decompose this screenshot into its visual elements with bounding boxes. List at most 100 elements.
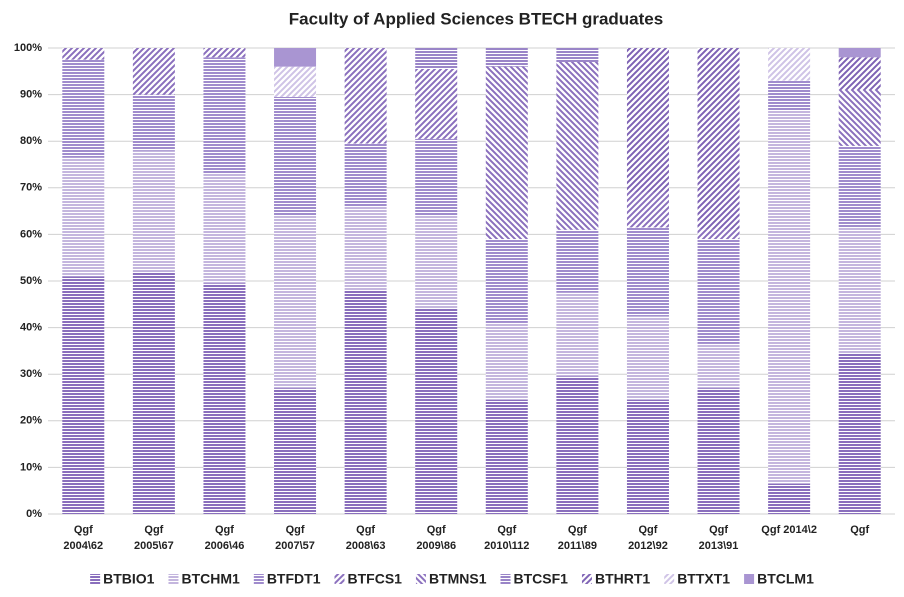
bar-segment xyxy=(838,145,881,228)
x-tick-label: Qgf 2014\2 xyxy=(761,524,817,536)
bar-segment xyxy=(485,239,528,323)
bar-segment xyxy=(697,48,740,230)
bar-segment xyxy=(697,388,740,514)
bar-segment xyxy=(415,68,458,139)
x-tick-label: Qgf xyxy=(638,524,657,536)
legend-item: BTFCS1 xyxy=(334,571,402,587)
legend-label: BTCHM1 xyxy=(181,571,240,587)
legend-label: BTBIO1 xyxy=(103,571,155,587)
chart-title: Faculty of Applied Sciences BTECH gradua… xyxy=(289,9,663,28)
y-tick-label: 50% xyxy=(20,275,42,287)
bar-segment xyxy=(556,292,599,377)
x-tick-label: 2008\63 xyxy=(346,540,386,552)
y-tick-label: 70% xyxy=(20,182,42,194)
bar-segment xyxy=(415,215,458,309)
x-tick-label: Qgf xyxy=(215,524,234,536)
legend-item: BTCSF1 xyxy=(500,571,569,587)
legend-item: BTTXT1 xyxy=(664,571,730,587)
bar-segment xyxy=(556,61,599,230)
bar-segment xyxy=(274,48,317,67)
bar-segment xyxy=(768,80,811,111)
x-tick-label: Qgf xyxy=(144,524,163,536)
bar-segment xyxy=(485,399,528,514)
bar-segment xyxy=(203,48,246,58)
y-tick-label: 10% xyxy=(20,461,42,473)
y-tick-label: 20% xyxy=(20,415,42,427)
x-tick-label: 2004\62 xyxy=(63,540,103,552)
legend-item: BTBIO1 xyxy=(90,571,155,587)
bar-segment xyxy=(132,94,175,151)
legend-label: BTFCS1 xyxy=(347,571,402,587)
legend-swatch xyxy=(90,574,101,584)
y-tick-label: 40% xyxy=(20,322,42,334)
x-tick-label: 2012\92 xyxy=(628,540,668,552)
bar-segment xyxy=(344,206,387,291)
legend-swatch xyxy=(334,574,345,584)
bar-segment xyxy=(203,283,246,514)
bar-segment xyxy=(838,57,881,90)
bar-segment xyxy=(556,376,599,514)
legend-label: BTMNS1 xyxy=(429,571,487,587)
x-tick-label: 2010\112 xyxy=(484,540,529,552)
bar-segment xyxy=(697,229,740,240)
bar-segment xyxy=(556,229,599,293)
bar-segment xyxy=(132,48,175,95)
y-tick-label: 90% xyxy=(20,89,42,101)
bar-segment xyxy=(415,138,458,216)
legend-label: BTCLM1 xyxy=(757,571,814,587)
bar-segment xyxy=(132,150,175,272)
legend-item: BTCLM1 xyxy=(744,571,814,587)
legend-swatch xyxy=(744,574,755,584)
legend-item: BTCHM1 xyxy=(168,571,240,587)
bar-segment xyxy=(697,343,740,389)
x-tick-label: 2007\57 xyxy=(275,540,315,552)
bar-segment xyxy=(768,48,811,81)
legend-item: BTFDT1 xyxy=(253,571,321,587)
legend-swatch xyxy=(581,574,592,584)
bar-segment xyxy=(203,173,246,284)
x-tick-label: Qgf xyxy=(74,524,93,536)
legend-swatch xyxy=(253,574,264,584)
legend-label: BTHRT1 xyxy=(595,571,650,587)
legend-item: BTHRT1 xyxy=(581,571,650,587)
bar-segment xyxy=(626,192,669,228)
legend-swatch xyxy=(415,574,426,584)
legend-label: BTCSF1 xyxy=(514,571,569,587)
bar-segment xyxy=(838,353,881,514)
y-tick-label: 100% xyxy=(14,42,42,54)
legend: BTBIO1 BTCHM1 BTFDT1 BTFCS1 BTMNS1 BTCSF1 BTHR… xyxy=(90,571,814,587)
bar-segment xyxy=(62,48,105,60)
bar-segment xyxy=(768,483,811,514)
legend-swatch xyxy=(664,574,675,584)
bar-segment xyxy=(838,48,881,58)
bar-segment xyxy=(132,271,175,514)
bar-segment xyxy=(274,215,317,389)
bar-segment xyxy=(697,239,740,344)
x-tick-label: 2011\89 xyxy=(558,540,597,552)
legend-swatch xyxy=(500,574,511,584)
bar-segment xyxy=(274,96,317,216)
bar-segment xyxy=(62,157,105,277)
x-tick-label: 2005\67 xyxy=(134,540,174,552)
y-tick-label: 60% xyxy=(20,228,42,240)
bar-segment xyxy=(838,227,881,354)
x-tick-label: Qgf xyxy=(497,524,516,536)
x-tick-label: 2009\86 xyxy=(416,540,456,552)
x-tick-label: Qgf xyxy=(568,524,587,536)
bar-segment xyxy=(274,388,317,514)
x-tick-label: Qgf xyxy=(286,524,305,536)
x-tick-label: 2013\91 xyxy=(699,540,739,552)
bar-segment xyxy=(344,290,387,514)
bar-segment xyxy=(415,48,458,69)
legend-label: BTTXT1 xyxy=(677,571,730,587)
legend-swatch xyxy=(168,574,179,584)
bar-segment xyxy=(485,66,528,240)
x-tick-label: 2006\46 xyxy=(205,540,245,552)
bar-segment xyxy=(626,48,669,193)
y-tick-label: 30% xyxy=(20,368,42,380)
bar-segment xyxy=(485,48,528,67)
bar-segment xyxy=(415,308,458,514)
bar-segment xyxy=(626,315,669,400)
bar-segment xyxy=(768,110,811,484)
